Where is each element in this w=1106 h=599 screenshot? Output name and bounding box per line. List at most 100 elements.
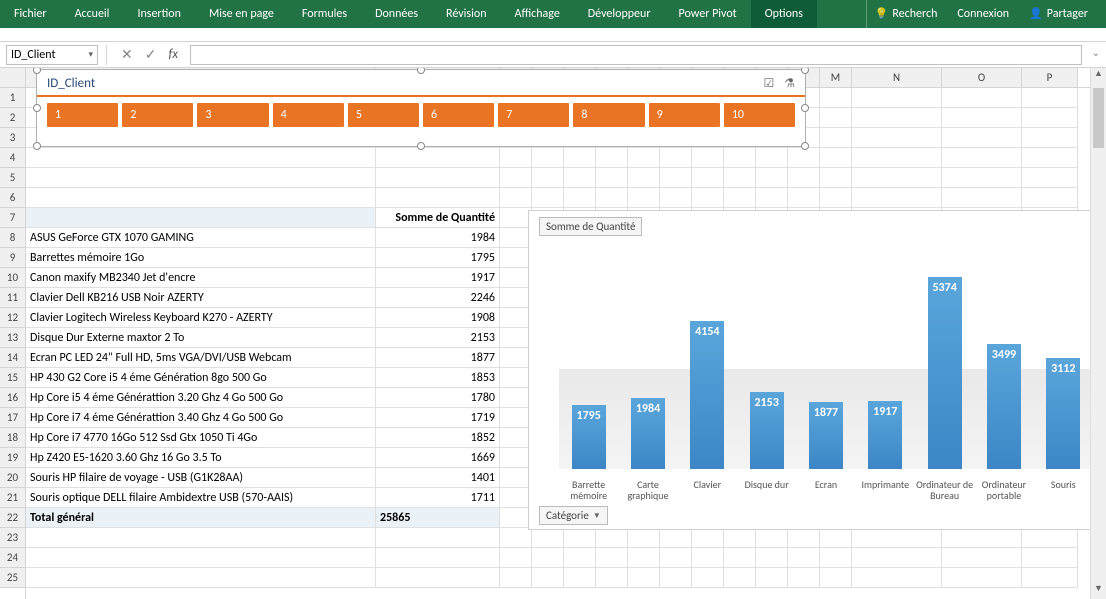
ribbon-tab-révision[interactable]: Révision — [432, 0, 500, 28]
row-header-2[interactable]: 2 — [0, 108, 25, 128]
ribbon-tab-fichier[interactable]: Fichier — [0, 0, 61, 28]
cell-value[interactable]: Somme de Quantité — [376, 208, 500, 228]
chart-axis-field-button[interactable]: Catégorie▼ — [539, 506, 608, 525]
cell-label[interactable]: Hp Core i7 4770 16Go 512 Ssd Gtx 1050 Ti… — [26, 428, 376, 448]
chart-bar-5[interactable]: 1917 — [868, 401, 902, 469]
row-header-3[interactable]: 3 — [0, 128, 25, 148]
cell-label[interactable]: Canon maxify MB2340 Jet d'encre — [26, 268, 376, 288]
enter-formula-button[interactable]: ✓ — [139, 46, 163, 63]
cell-value[interactable]: 1984 — [376, 228, 500, 248]
cell-value[interactable]: 1711 — [376, 488, 500, 508]
chart-bar-3[interactable]: 2153 — [750, 392, 784, 469]
cell-value[interactable]: 2153 — [376, 328, 500, 348]
cell-value[interactable]: 1669 — [376, 448, 500, 468]
cell-value[interactable]: 1719 — [376, 408, 500, 428]
slicer-id-client[interactable]: ID_Client ☑ ⚗ 12345678910 — [36, 69, 806, 147]
cell-value[interactable]: 1795 — [376, 248, 500, 268]
chart-bar-1[interactable]: 1984 — [631, 398, 665, 469]
slicer-item-4[interactable]: 4 — [273, 103, 344, 127]
cell-label[interactable]: Total général — [26, 508, 376, 528]
row-header-20[interactable]: 20 — [0, 468, 25, 488]
ribbon-tab-affichage[interactable]: Affichage — [501, 0, 574, 28]
row-header-22[interactable]: 22 — [0, 508, 25, 528]
ribbon-tab-mise-en-page[interactable]: Mise en page — [195, 0, 288, 28]
chart-bar-4[interactable]: 1877 — [809, 402, 843, 469]
name-box[interactable]: ID_Client ▾ — [6, 45, 98, 65]
cell-label[interactable]: HP 430 G2 Core i5 4 éme Génération 8go 5… — [26, 368, 376, 388]
column-header-P[interactable]: P — [1022, 68, 1078, 87]
row-header-24[interactable]: 24 — [0, 548, 25, 568]
slicer-item-3[interactable]: 3 — [197, 103, 268, 127]
row-header-5[interactable]: 5 — [0, 168, 25, 188]
chart-bar-2[interactable]: 4154 — [690, 321, 724, 469]
chart-bar-8[interactable]: 3112 — [1046, 358, 1080, 469]
column-header-N[interactable]: N — [852, 68, 942, 87]
row-header-25[interactable]: 25 — [0, 568, 25, 588]
row-header-8[interactable]: 8 — [0, 228, 25, 248]
chart-bar-7[interactable]: 3499 — [987, 344, 1021, 469]
formula-input[interactable] — [190, 45, 1082, 65]
tell-me-search[interactable]: Recherch — [867, 7, 946, 21]
row-header-7[interactable]: 7 — [0, 208, 25, 228]
ribbon-tab-accueil[interactable]: Accueil — [61, 0, 124, 28]
slicer-item-8[interactable]: 8 — [573, 103, 644, 127]
slicer-item-9[interactable]: 9 — [649, 103, 720, 127]
cell-label[interactable]: Hp Core i5 4 éme Générattion 3.20 Ghz 4 … — [26, 388, 376, 408]
ribbon-tab-power-pivot[interactable]: Power Pivot — [665, 0, 751, 28]
slicer-item-1[interactable]: 1 — [47, 103, 118, 127]
ribbon-tab-options[interactable]: Options — [751, 0, 817, 28]
cell-label[interactable]: Hp Core i7 4 éme Générattion 3.40 Ghz 4 … — [26, 408, 376, 428]
cell-label[interactable] — [26, 208, 376, 228]
cell-label[interactable]: Clavier Logitech Wireless Keyboard K270 … — [26, 308, 376, 328]
chart-bar-0[interactable]: 1795 — [572, 405, 606, 469]
cell-label[interactable]: Ecran PC LED 24" Full HD, 5ms VGA/DVI/US… — [26, 348, 376, 368]
row-header-16[interactable]: 16 — [0, 388, 25, 408]
column-header-O[interactable]: O — [942, 68, 1022, 87]
cell-value[interactable]: 1401 — [376, 468, 500, 488]
cell-label[interactable]: Barrettes mémoire 1Go — [26, 248, 376, 268]
cell-value[interactable]: 2246 — [376, 288, 500, 308]
cell-value[interactable]: 1908 — [376, 308, 500, 328]
row-header-23[interactable]: 23 — [0, 528, 25, 548]
cell-label[interactable]: Hp Z420 E5-1620 3.60 Ghz 16 Go 3.5 To — [26, 448, 376, 468]
share-button[interactable]: Partager — [1021, 7, 1096, 21]
row-header-6[interactable]: 6 — [0, 188, 25, 208]
row-header-13[interactable]: 13 — [0, 328, 25, 348]
chart-bar-6[interactable]: 5374 — [928, 277, 962, 469]
column-header-M[interactable]: M — [820, 68, 852, 87]
row-header-17[interactable]: 17 — [0, 408, 25, 428]
row-header-19[interactable]: 19 — [0, 448, 25, 468]
cell-value[interactable]: 25865 — [376, 508, 500, 528]
ribbon-tab-développeur[interactable]: Développeur — [574, 0, 665, 28]
pivot-chart[interactable]: Somme de Quantité 1795198441542153187719… — [528, 210, 1104, 530]
row-header-9[interactable]: 9 — [0, 248, 25, 268]
vertical-scrollbar[interactable]: ▲▼ — [1090, 68, 1106, 599]
row-header-11[interactable]: 11 — [0, 288, 25, 308]
row-header-10[interactable]: 10 — [0, 268, 25, 288]
cell-label[interactable]: ASUS GeForce GTX 1070 GAMING — [26, 228, 376, 248]
row-header-15[interactable]: 15 — [0, 368, 25, 388]
row-header-1[interactable]: 1 — [0, 88, 25, 108]
select-all-corner[interactable] — [0, 68, 25, 88]
row-header-4[interactable]: 4 — [0, 148, 25, 168]
slicer-item-5[interactable]: 5 — [348, 103, 419, 127]
row-header-14[interactable]: 14 — [0, 348, 25, 368]
cell-label[interactable]: Clavier Dell KB216 USB Noir AZERTY — [26, 288, 376, 308]
sign-in[interactable]: Connexion — [949, 7, 1017, 21]
row-header-18[interactable]: 18 — [0, 428, 25, 448]
slicer-item-2[interactable]: 2 — [122, 103, 193, 127]
cell-value[interactable]: 1852 — [376, 428, 500, 448]
slicer-item-7[interactable]: 7 — [498, 103, 569, 127]
clear-filter-icon[interactable]: ⚗ — [784, 76, 795, 91]
cell-value[interactable]: 1853 — [376, 368, 500, 388]
slicer-item-10[interactable]: 10 — [724, 103, 795, 127]
cancel-formula-button[interactable]: ✕ — [115, 46, 139, 63]
ribbon-tab-données[interactable]: Données — [361, 0, 432, 28]
cell-label[interactable]: Disque Dur Externe maxtor 2 To — [26, 328, 376, 348]
cell-value[interactable]: 1877 — [376, 348, 500, 368]
cell-value[interactable]: 1780 — [376, 388, 500, 408]
cell-label[interactable]: Souris HP filaire de voyage - USB (G1K28… — [26, 468, 376, 488]
row-header-21[interactable]: 21 — [0, 488, 25, 508]
slicer-item-6[interactable]: 6 — [423, 103, 494, 127]
ribbon-tab-insertion[interactable]: Insertion — [123, 0, 195, 28]
